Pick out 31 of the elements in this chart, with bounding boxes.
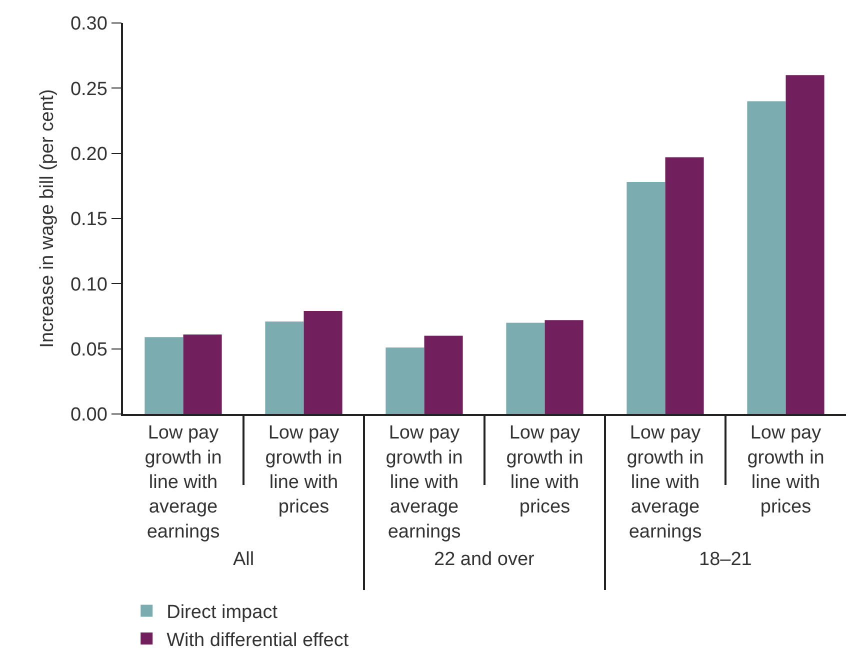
legend-label: With differential effect — [166, 630, 350, 651]
bar — [665, 157, 704, 414]
bar — [183, 334, 222, 414]
bar — [544, 320, 584, 414]
y-tick-label: 0.30 — [70, 14, 108, 35]
text: 18–21 — [699, 549, 752, 570]
x-tick-label: Low pay growth in line with prices — [506, 422, 584, 518]
y-tick-label: 0.15 — [70, 209, 108, 230]
text: 22 and over — [434, 549, 536, 570]
bar — [506, 322, 545, 414]
y-tick-label: 0.05 — [70, 339, 108, 360]
bar — [265, 321, 304, 414]
legend-label: Direct impact — [166, 602, 278, 624]
bar — [304, 311, 342, 414]
y-tick-label: 0.10 — [70, 274, 108, 296]
y-tick-label: 0.25 — [70, 78, 108, 100]
bar — [424, 336, 463, 414]
x-tick-label: Low pay growth in line with prices — [747, 422, 824, 518]
bar — [386, 348, 424, 414]
y-axis-title: Increase in wage bill (per cent) — [36, 89, 58, 348]
x-tick-label: Low pay growth in line with average earnings — [626, 422, 704, 542]
bar — [786, 75, 824, 414]
text: All — [233, 549, 254, 570]
y-tick-label: 0.00 — [70, 404, 108, 426]
x-tick-label: Low pay growth in line with average earnings — [144, 422, 222, 542]
bar — [747, 101, 786, 414]
x-tick-label: Low pay growth in line with average earnings — [386, 422, 463, 542]
bar — [144, 337, 184, 414]
y-tick-label: 0.20 — [70, 144, 108, 165]
x-tick-label: Low pay growth in line with prices — [265, 422, 342, 518]
bar — [626, 182, 666, 414]
